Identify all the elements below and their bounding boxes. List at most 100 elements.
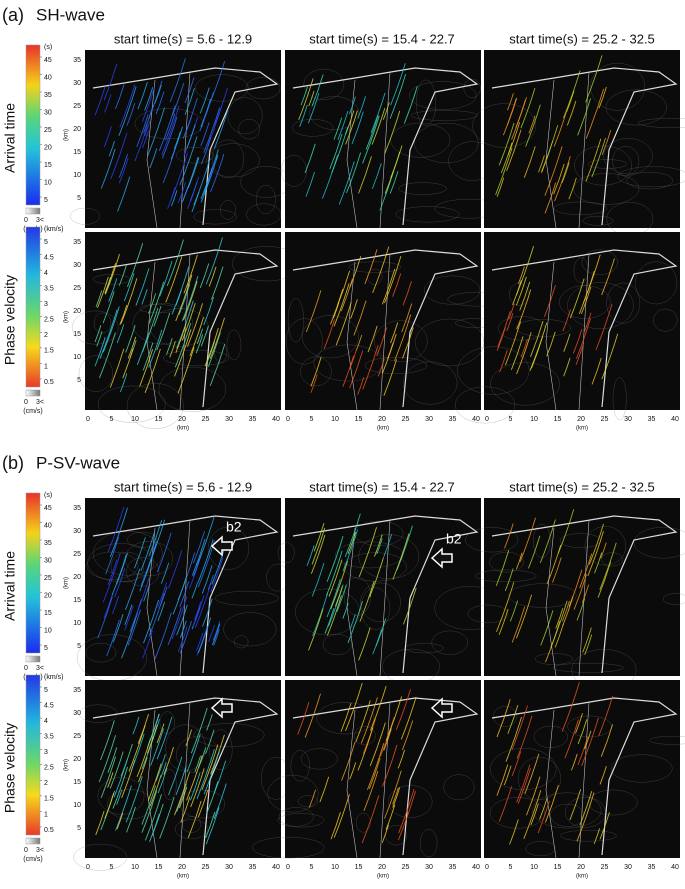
wave-streak [575,713,583,734]
wave-streak [106,619,120,657]
wave-streak [561,162,570,184]
wave-streak [184,88,195,115]
wave-streak [539,797,548,820]
wave-streak [326,550,343,596]
wave-streak [171,596,188,640]
wave-streak [136,114,149,147]
x-tick-label: 10 [331,864,339,871]
wave-streak [210,153,225,193]
wave-streak [366,743,385,791]
contour [552,662,624,673]
wave-streak [122,348,134,379]
wave-streak [358,527,378,578]
wave-streak [178,284,191,315]
wave-streak [361,795,380,844]
x-tick-label: 30 [624,416,632,423]
colorbar-tick-label: 45 [44,57,52,64]
wave-streak [495,550,510,586]
wave-streak [172,83,185,116]
wave-streak [298,78,314,121]
x-tick-label: 40 [272,416,280,423]
arrow [210,535,233,557]
colorbar-unit: (s) [44,44,52,51]
y-tick-label: 30 [73,528,81,535]
y-tick-label: 15 [73,331,81,338]
x-tick-label: 0 [86,864,90,871]
wave-streak [189,317,204,357]
x-tick-label: 0 [286,416,290,423]
wave-streak [357,96,367,119]
wave-streak [601,258,615,296]
wave-streak [598,86,607,109]
wave-streak [192,595,205,627]
wave-streak [97,596,113,639]
x-tick-label: 5 [110,416,114,423]
wave-streak [511,100,526,140]
wave-streak [579,791,593,826]
wave-streak [561,600,570,622]
contour [603,138,653,175]
contour [297,795,319,808]
y-tick-label: 20 [73,574,81,581]
wave-streak [190,707,208,754]
wave-streak [185,729,193,747]
map-panel [280,50,505,229]
wave-streak [207,341,216,362]
wave-streak [109,348,125,388]
wave-streak [510,336,524,370]
wave-streak [403,587,417,625]
wave-streak [143,585,150,602]
contour [612,377,627,421]
colorbar-tick-label: 5 [44,687,48,694]
map-panel [76,498,289,682]
wave-streak [134,124,149,162]
colorbar-tick-label: 10 [44,179,52,186]
wave-streak [95,290,103,307]
wave-streak [368,757,381,789]
wave-streak [397,749,405,769]
wave-streak [593,828,601,845]
wave-streak [203,296,215,326]
x-tick-label: 40 [671,864,679,871]
wave-streak [148,281,165,324]
wave-streak [193,158,211,206]
colorbar-tick-label: 4 [44,718,48,725]
contour [211,139,245,179]
wave-streak [335,301,352,346]
wave-streak [201,744,219,790]
wave-streak [144,87,154,111]
x-tick-label: 5 [509,416,513,423]
wave-streak [110,132,128,180]
colorbar-tick-label: 15 [44,162,52,169]
wave-streak [554,623,564,648]
y-tick-label: 5 [77,825,81,832]
wave-streak [192,561,200,577]
wave-streak [599,766,607,785]
x-tick-label: 0 [86,416,90,423]
wave-streak [104,263,117,294]
wave-streak [504,321,522,366]
wave-streak [102,291,115,324]
y-axis-unit: (km) [64,129,70,141]
wave-streak [562,309,571,332]
contour [97,777,145,815]
wave-streak [328,559,343,597]
wave-streak [310,374,318,394]
wave-streak [496,177,505,197]
wave-streak [516,289,532,330]
wave-streak [199,91,214,132]
contour [590,62,646,111]
wave-streak [182,157,199,202]
wave-streak [307,92,320,124]
wave-streak [541,125,559,172]
contour [415,318,485,367]
wave-streak [190,772,201,801]
wave-streak [336,270,351,306]
wave-streak [313,523,325,552]
arrow [430,697,453,719]
contour [126,557,160,587]
contour [300,356,332,387]
wave-streak [134,578,150,620]
wave-streak [374,534,383,557]
wave-streak [179,786,188,809]
